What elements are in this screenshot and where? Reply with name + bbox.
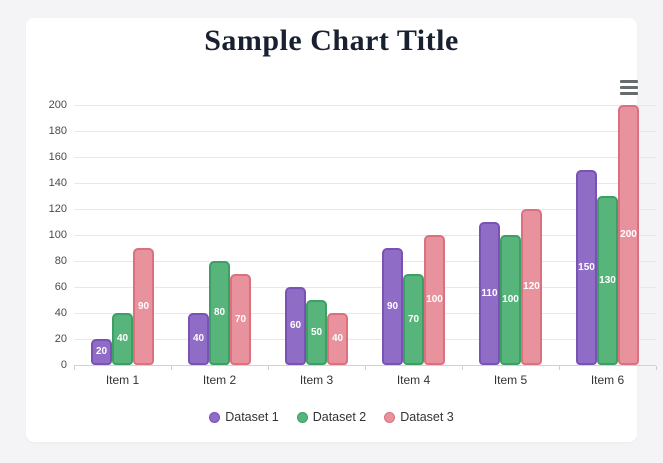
y-axis-tick-label: 0 (60, 359, 67, 371)
x-axis-line (74, 365, 656, 366)
chart-title: Sample Chart Title (204, 24, 459, 57)
gridline (74, 339, 656, 340)
bar-value-label: 90 (386, 300, 399, 312)
x-axis-tick (656, 366, 657, 370)
y-axis-tick-label: 40 (54, 307, 67, 319)
bar-dataset-2-item-1[interactable] (112, 313, 133, 365)
x-axis-category-label: Item 1 (105, 373, 140, 387)
bar-value-label: 200 (620, 229, 637, 240)
legend-item-dataset-3[interactable]: Dataset 3 (384, 410, 454, 424)
bar-value-label: 100 (502, 294, 519, 305)
x-axis-category-label: Item 2 (202, 373, 237, 387)
hamburger-menu-icon[interactable] (620, 80, 638, 95)
bar-value-label: 90 (137, 300, 150, 312)
y-axis-tick-label: 100 (48, 229, 67, 241)
bar-value-label: 50 (310, 326, 323, 338)
bar-value-label: 60 (289, 320, 302, 331)
bar-dataset-3-item-3[interactable] (327, 313, 348, 365)
x-axis-tick (74, 366, 75, 370)
x-axis-category-label: Item 4 (396, 373, 431, 387)
menu-icon-bar (620, 86, 638, 89)
legend-item-label: Dataset 1 (225, 410, 279, 424)
legend-item-dataset-2[interactable]: Dataset 2 (296, 410, 367, 424)
x-axis-category-label: Item 6 (590, 373, 625, 387)
x-axis-category-label: Item 3 (299, 373, 334, 387)
menu-icon-bar (620, 80, 638, 83)
y-axis-tick-label: 200 (48, 99, 67, 111)
y-axis-tick-label: 140 (48, 177, 67, 189)
bar-value-label: 130 (599, 274, 616, 286)
y-axis-tick-label: 160 (48, 151, 67, 163)
y-axis-tick-label: 120 (48, 203, 67, 215)
x-axis-category-label: Item 5 (493, 373, 528, 387)
bar-value-label: 70 (234, 313, 247, 325)
gridline (74, 261, 656, 262)
bar-dataset-1-item-2[interactable] (188, 313, 209, 365)
y-axis-tick-label: 20 (54, 333, 67, 345)
bar-value-label: 110 (481, 287, 498, 299)
gridline (74, 313, 656, 314)
gridline (74, 105, 656, 106)
legend-item-label: Dataset 3 (400, 410, 454, 424)
bar-dataset-2-item-4[interactable] (403, 274, 424, 365)
bar-dataset-3-item-4[interactable] (424, 235, 445, 365)
y-axis-tick-label: 180 (48, 125, 67, 137)
bar-dataset-1-item-4[interactable] (382, 248, 403, 365)
bar-dataset-2-item-5[interactable] (500, 235, 521, 365)
bar-value-label: 40 (331, 333, 344, 344)
gridline (74, 209, 656, 210)
x-axis-tick (462, 366, 463, 370)
menu-icon-bar (620, 92, 638, 95)
x-axis-tick (559, 366, 560, 370)
bar-dataset-1-item-3[interactable] (285, 287, 306, 365)
bar-value-label: 40 (192, 333, 205, 344)
bar-dataset-2-item-2[interactable] (209, 261, 230, 365)
legend-marker-icon (384, 411, 396, 423)
bar-value-label: 70 (407, 313, 420, 325)
y-axis-tick-label: 80 (54, 255, 67, 267)
legend-item-label: Dataset 2 (312, 410, 367, 424)
y-axis-tick-label: 60 (54, 281, 67, 293)
bar-value-label: 20 (95, 346, 108, 357)
gridline (74, 131, 656, 132)
bar-dataset-3-item-2[interactable] (230, 274, 251, 365)
bar-value-label: 150 (578, 261, 595, 273)
gridline (74, 157, 656, 158)
bar-dataset-1-item-5[interactable] (479, 222, 500, 365)
bar-dataset-3-item-1[interactable] (133, 248, 154, 365)
bar-value-label: 120 (523, 281, 540, 292)
gridline (74, 235, 656, 236)
chart-legend: Dataset 1 Dataset 2 Dataset 3 (26, 410, 637, 424)
bar-dataset-3-item-5[interactable] (521, 209, 542, 365)
bar-value-label: 100 (426, 294, 443, 305)
gridline (74, 287, 656, 288)
legend-marker-icon (209, 411, 221, 423)
bar-value-label: 40 (116, 333, 129, 344)
bar-chart: 0 20 40 60 80 100 120 140 160 180 200 20 40 90 Item 1 4… (26, 18, 657, 442)
x-axis-tick (268, 366, 269, 370)
bar-dataset-3-item-6[interactable] (618, 105, 639, 365)
legend-marker-icon (296, 411, 308, 423)
bar-dataset-2-item-3[interactable] (306, 300, 327, 365)
bar-dataset-1-item-6[interactable] (576, 170, 597, 365)
legend-item-dataset-1[interactable]: Dataset 1 (209, 410, 279, 424)
bar-dataset-1-item-1[interactable] (91, 339, 112, 365)
gridline (74, 183, 656, 184)
bar-dataset-2-item-6[interactable] (597, 196, 618, 365)
chart-card: Sample Chart Title 0 20 40 60 80 100 120 140 160… (26, 18, 657, 442)
x-axis-tick (171, 366, 172, 370)
x-axis-tick (365, 366, 366, 370)
bar-value-label: 80 (213, 307, 226, 318)
